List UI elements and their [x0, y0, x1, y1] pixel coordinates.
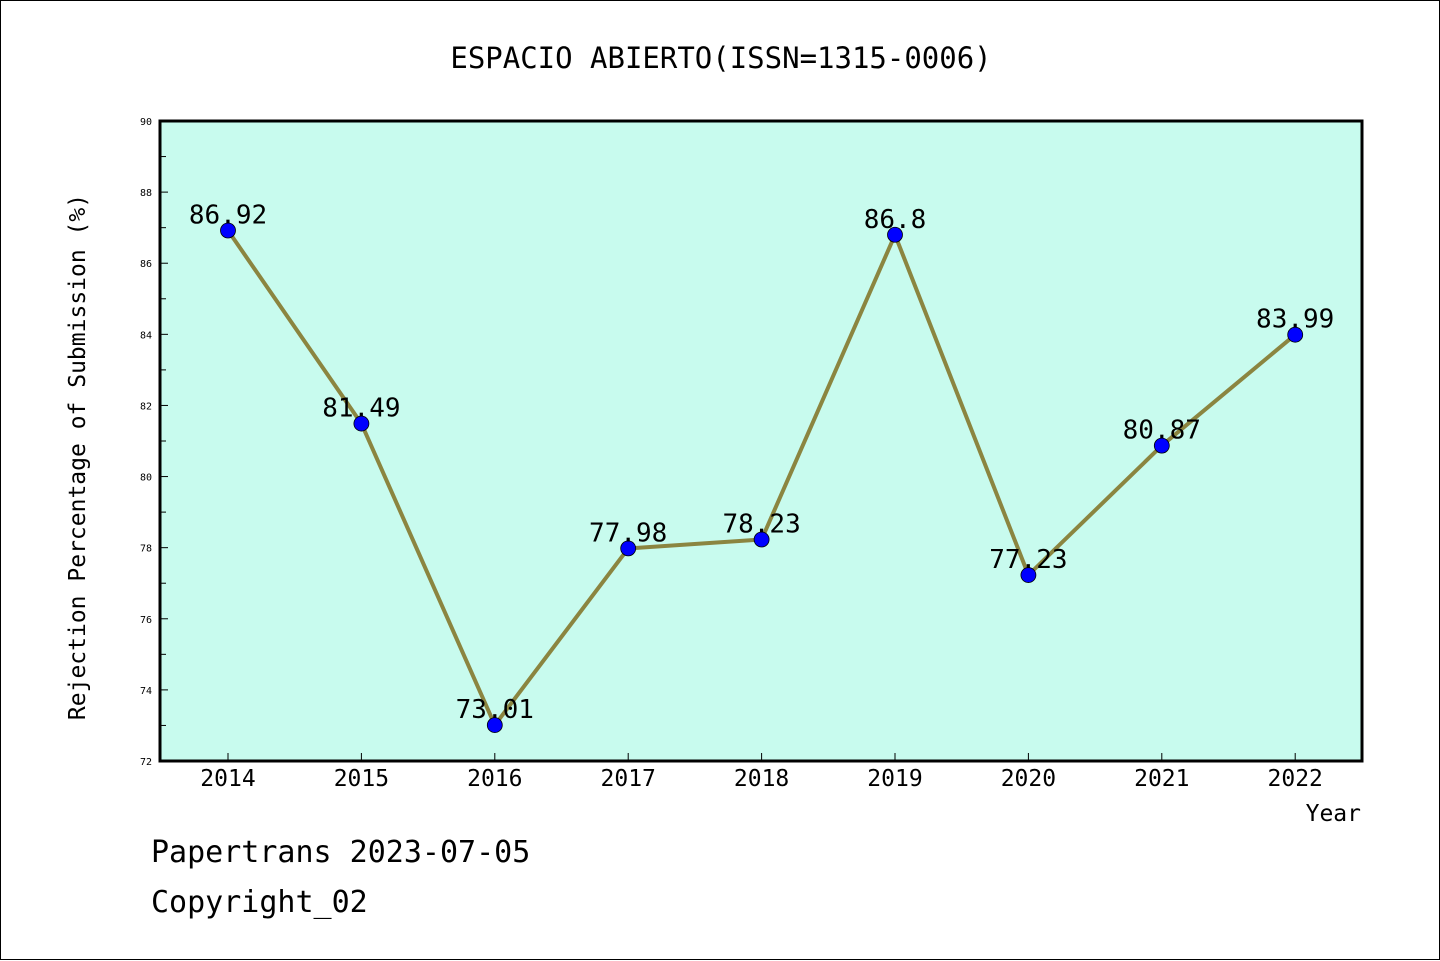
data-label: 73.01: [456, 695, 534, 725]
y-tick-label: 80: [140, 473, 152, 484]
x-tick-label: 2019: [867, 766, 922, 792]
x-tick-label: 2018: [734, 766, 789, 792]
data-label: 81.49: [322, 394, 400, 424]
x-tick-label: 2022: [1268, 766, 1323, 792]
x-tick-label: 2016: [467, 766, 522, 792]
footer-date: Papertrans 2023-07-05: [151, 835, 531, 870]
y-tick-label: 84: [140, 330, 152, 341]
y-tick-label: 72: [140, 757, 152, 768]
data-point: [1020, 567, 1037, 583]
data-markers: [220, 222, 1304, 733]
y-tick-label: 82: [140, 401, 152, 412]
y-tick-label: 86: [140, 259, 152, 270]
data-label: 86.92: [189, 201, 267, 231]
y-tick-label: 90: [140, 117, 152, 128]
x-tick-label: 2015: [334, 766, 389, 792]
y-tick-label: 78: [140, 544, 152, 555]
footer-copyright: Copyright_02: [151, 885, 368, 920]
data-point: [620, 540, 637, 557]
data-point: [887, 226, 903, 243]
chart-title: ESPACIO ABIERTO(ISSN=1315-0006): [450, 41, 991, 75]
data-point: [753, 531, 770, 548]
data-point: [486, 717, 503, 733]
data-label: 77.23: [989, 545, 1067, 575]
x-axis-label: Year: [1306, 801, 1361, 827]
data-label: 86.8: [864, 205, 927, 235]
x-tick-label: 2020: [1001, 766, 1056, 792]
data-labels: 86.92 81.49 73.01 77.98 78.23 86.8 77.23 80.87 8…: [189, 201, 1334, 726]
data-point: [1287, 326, 1304, 343]
x-tick-label: 2017: [601, 766, 656, 792]
y-axis: 72 74 76 78 80 82 84 86 88 90: [140, 117, 168, 768]
x-axis: 2014 2015 2016 2017 2018 2019 2020 2021 2022: [200, 753, 1323, 792]
y-tick-label: 74: [140, 686, 152, 697]
x-tick-label: 2021: [1134, 766, 1189, 792]
data-label: 80.87: [1123, 416, 1201, 446]
data-label: 83.99: [1256, 305, 1334, 335]
y-axis-label: Rejection Percentage of Submission (%): [65, 194, 91, 720]
data-point: [353, 415, 370, 432]
data-point: [1153, 437, 1170, 454]
x-tick-label: 2014: [200, 766, 255, 792]
y-tick-label: 88: [140, 188, 152, 199]
data-label: 78.23: [722, 509, 800, 539]
data-point: [220, 222, 236, 239]
data-label: 77.98: [589, 518, 667, 548]
y-tick-label: 76: [140, 615, 152, 626]
